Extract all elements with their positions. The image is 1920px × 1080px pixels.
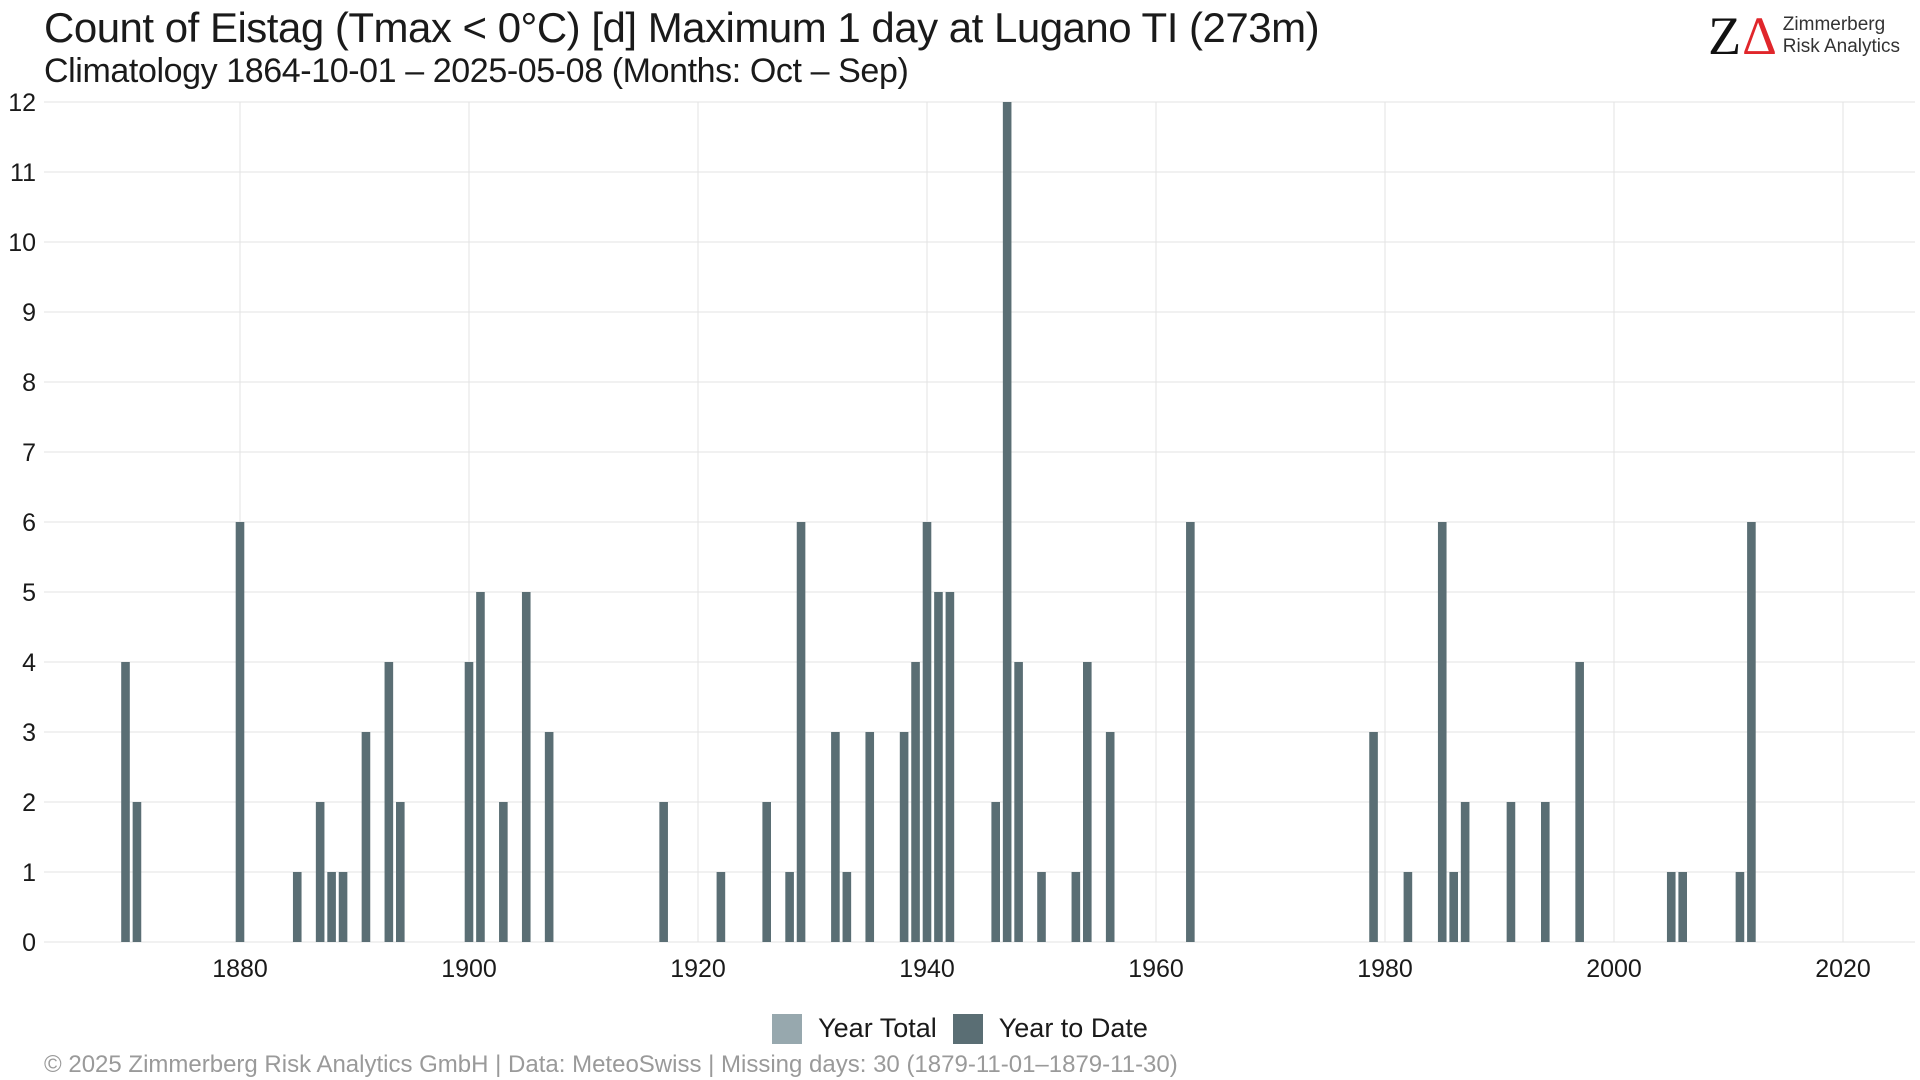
y-tick-label: 2 [22, 789, 36, 817]
logo-line-1: Zimmerberg [1782, 14, 1886, 35]
bar-year-to-date [1666, 872, 1676, 942]
bar-year-to-date [1014, 662, 1023, 942]
y-tick-label: 12 [8, 89, 36, 117]
y-tick-label: 9 [22, 299, 36, 327]
bar-year-to-date [1460, 802, 1470, 942]
legend-label-year-total: Year Total [818, 1013, 937, 1043]
bar-year-to-date [1083, 662, 1092, 942]
x-tick-label: 1960 [1128, 955, 1184, 983]
x-tick-label: 1880 [212, 955, 268, 983]
chart-legend: Year Total Year to Date [0, 1013, 1920, 1044]
bar-year-to-date [1437, 522, 1447, 942]
bar-year-to-date [384, 662, 394, 942]
footer-credits: © 2025 Zimmerberg Risk Analytics GmbH | … [44, 1051, 1178, 1078]
bar-year-to-date [1369, 732, 1378, 942]
bar-year-to-date [327, 872, 336, 942]
y-tick-label: 8 [22, 369, 36, 397]
legend-item-year-to-date: Year to Date [952, 1013, 1148, 1044]
bar-year-to-date [1002, 102, 1012, 942]
chart-subtitle: Climatology 1864-10-01 – 2025-05-08 (Mon… [44, 52, 909, 90]
y-tick-label: 4 [22, 649, 36, 677]
y-tick-label: 1 [22, 859, 36, 887]
bar-year-to-date [235, 522, 245, 942]
y-tick-label: 6 [22, 509, 36, 537]
grid-lines [44, 101, 1915, 943]
bar-year-to-date [716, 872, 726, 942]
bar-year-to-date [911, 662, 920, 942]
bar-year-to-date [1575, 662, 1584, 942]
bar-year-to-date [1449, 872, 1458, 942]
x-tick-label: 1980 [1357, 955, 1413, 983]
bar-year-to-date [1403, 872, 1413, 942]
x-axis-tick-labels: 1880 1900 1920 1940 1960 1980 2000 2020 [212, 955, 1871, 983]
bar-year-to-date [1105, 732, 1115, 942]
bar-year-to-date [1678, 872, 1687, 942]
bar-year-to-date [1747, 522, 1756, 942]
y-tick-label: 10 [8, 229, 36, 257]
bar-year-to-date [922, 522, 932, 942]
bar-year-to-date [499, 802, 508, 942]
y-tick-label: 0 [22, 929, 36, 957]
bar-year-to-date [1071, 872, 1081, 942]
x-tick-label: 2020 [1815, 955, 1871, 983]
bar-year-to-date [991, 802, 1000, 942]
logo-text: Zimmerberg Risk Analytics [1783, 14, 1900, 58]
bar-year-to-date [796, 522, 806, 942]
x-tick-label: 1900 [441, 955, 497, 983]
bar-year-to-date [464, 662, 474, 942]
legend-label-year-to-date: Year to Date [998, 1013, 1148, 1043]
bar-year-to-date [132, 802, 142, 942]
x-tick-label: 1940 [899, 955, 955, 983]
bar-year-to-date [659, 802, 668, 942]
chart-bars [121, 102, 1756, 942]
y-tick-label: 3 [22, 719, 36, 747]
legend-swatch-year-to-date [952, 1013, 983, 1044]
y-tick-label: 5 [22, 579, 36, 607]
bar-year-to-date [934, 592, 943, 942]
bar-year-to-date [842, 872, 852, 942]
bar-year-to-date [945, 592, 955, 942]
y-tick-label: 7 [22, 439, 36, 467]
x-tick-label: 2000 [1586, 955, 1642, 983]
bar-year-to-date [315, 802, 325, 942]
bar-year-to-date [1506, 802, 1516, 942]
legend-item-year-total: Year Total [772, 1013, 937, 1044]
bar-year-to-date [1541, 802, 1550, 942]
bar-year-to-date [831, 732, 840, 942]
bar-year-to-date [865, 732, 875, 942]
legend-swatch-year-total [772, 1013, 803, 1044]
logo-line-2: Risk Analytics [1782, 36, 1900, 57]
bar-year-to-date [292, 872, 302, 942]
bar-year-to-date [338, 872, 348, 942]
bar-year-to-date [121, 662, 130, 942]
y-tick-label: 11 [10, 159, 36, 187]
bar-year-to-date [1735, 872, 1745, 942]
bar-year-to-date [544, 732, 554, 942]
x-tick-label: 1920 [670, 955, 726, 983]
bar-year-to-date [762, 802, 771, 942]
bar-year-to-date [899, 732, 909, 942]
bar-year-to-date [396, 802, 405, 942]
bar-year-to-date [476, 592, 485, 942]
chart-title: Count of Eistag (Tmax < 0°C) [d] Maximum… [44, 4, 1320, 51]
bar-year-to-date [521, 592, 531, 942]
bar-year-to-date [1186, 522, 1195, 942]
bar-year-to-date [1037, 872, 1046, 942]
bar-year-to-date [785, 872, 794, 942]
bar-year-to-date [361, 732, 371, 942]
